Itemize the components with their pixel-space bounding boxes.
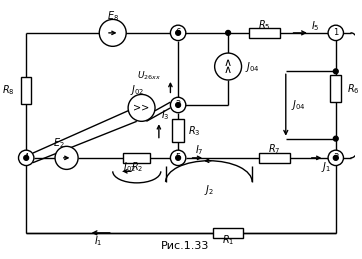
Bar — [21, 77, 31, 104]
Text: $R_7$: $R_7$ — [268, 142, 281, 156]
Circle shape — [333, 69, 338, 74]
Circle shape — [176, 103, 181, 107]
Text: $J_{02}$: $J_{02}$ — [122, 161, 136, 175]
Text: $I_1$: $I_1$ — [94, 235, 102, 248]
Circle shape — [333, 136, 338, 141]
Text: 5: 5 — [176, 153, 181, 162]
Text: Рис.1.33: Рис.1.33 — [161, 241, 209, 251]
Circle shape — [24, 155, 29, 160]
Text: $U_{26xx}$: $U_{26xx}$ — [137, 70, 161, 82]
Text: $J_2$: $J_2$ — [204, 183, 214, 197]
Text: $R_1$: $R_1$ — [222, 234, 234, 247]
Text: $R_6$: $R_6$ — [347, 82, 360, 96]
Text: $J_{04}$: $J_{04}$ — [245, 60, 260, 74]
Circle shape — [226, 31, 231, 35]
Text: $E_2$: $E_2$ — [53, 136, 65, 150]
Circle shape — [328, 25, 344, 41]
Text: 2: 2 — [176, 100, 181, 110]
Bar — [213, 228, 244, 238]
Text: ∧: ∧ — [224, 65, 232, 75]
Circle shape — [176, 31, 181, 35]
Circle shape — [55, 146, 78, 169]
Text: $I_3$: $I_3$ — [161, 109, 169, 123]
Circle shape — [176, 155, 181, 160]
Text: $I_7$: $I_7$ — [195, 143, 203, 157]
Circle shape — [171, 150, 186, 166]
Text: $J_{04}$: $J_{04}$ — [291, 98, 306, 112]
Circle shape — [128, 95, 155, 121]
Text: ∧: ∧ — [224, 58, 232, 68]
Text: 6: 6 — [176, 28, 181, 37]
Bar — [259, 153, 290, 163]
Text: 4: 4 — [24, 153, 29, 162]
Text: $R_3$: $R_3$ — [188, 124, 200, 138]
Circle shape — [171, 97, 186, 113]
Circle shape — [333, 155, 338, 160]
Text: $E_8$: $E_8$ — [107, 10, 119, 23]
Text: >>: >> — [134, 103, 150, 113]
Text: $R_8$: $R_8$ — [2, 84, 15, 97]
Text: 1: 1 — [333, 28, 338, 37]
Text: $R_5$: $R_5$ — [258, 18, 271, 32]
Text: $J_{02}$: $J_{02}$ — [130, 83, 144, 97]
Bar — [249, 28, 280, 38]
Bar — [123, 153, 150, 163]
Circle shape — [99, 19, 126, 46]
Bar — [172, 119, 184, 142]
Text: $J_1$: $J_1$ — [321, 161, 331, 175]
Circle shape — [328, 150, 344, 166]
Circle shape — [171, 25, 186, 41]
Circle shape — [215, 53, 241, 80]
Circle shape — [18, 150, 34, 166]
Text: $I_5$: $I_5$ — [311, 19, 319, 33]
Bar — [331, 75, 341, 102]
Text: 3: 3 — [333, 153, 338, 162]
Text: $R_2$: $R_2$ — [131, 161, 143, 174]
